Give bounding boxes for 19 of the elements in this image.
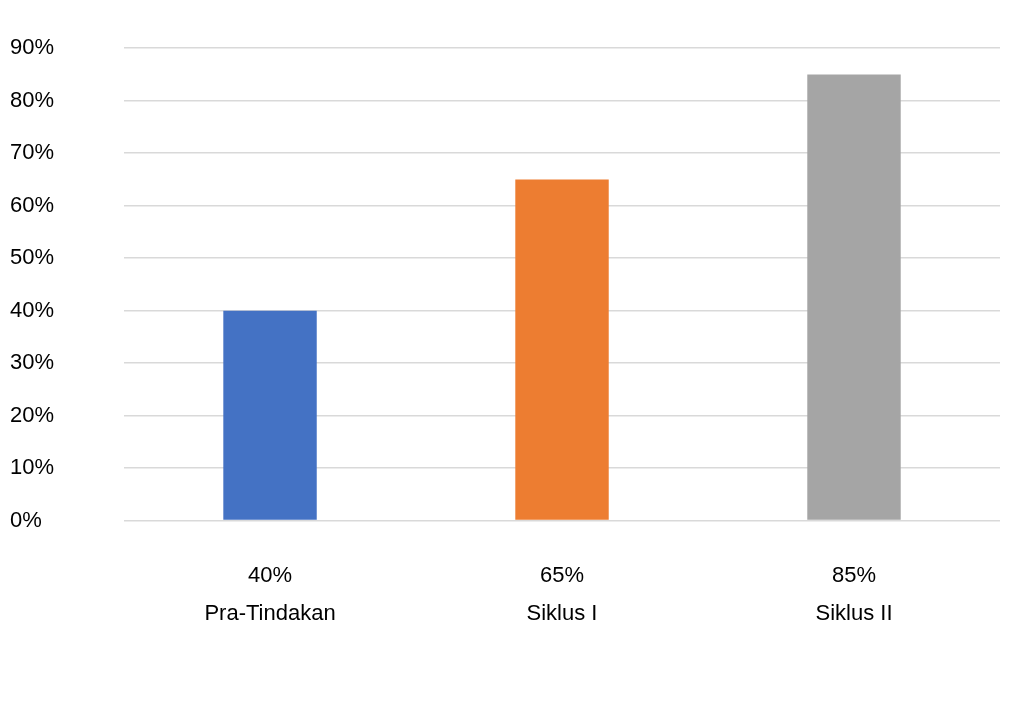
y-tick-label: 40% <box>10 296 55 322</box>
bar <box>807 74 901 520</box>
y-tick-label: 0% <box>10 506 42 532</box>
data-label: 85% <box>831 561 877 587</box>
data-label: 65% <box>539 561 585 587</box>
y-tick-label: 20% <box>10 401 55 427</box>
x-tick-label: Siklus I <box>526 599 598 625</box>
y-tick-label: 30% <box>10 349 55 375</box>
x-tick-label: Pra-Tindakan <box>204 599 336 625</box>
bar <box>223 310 317 520</box>
y-tick-label: 80% <box>10 86 55 112</box>
y-tick-label: 50% <box>10 244 55 270</box>
bar <box>515 179 609 520</box>
x-tick-label: Siklus II <box>815 599 893 625</box>
y-tick-label: 70% <box>10 139 55 165</box>
y-tick-label: 60% <box>10 191 55 217</box>
y-tick-label: 90% <box>10 34 55 60</box>
y-tick-label: 10% <box>10 454 55 480</box>
data-label: 40% <box>248 561 293 587</box>
